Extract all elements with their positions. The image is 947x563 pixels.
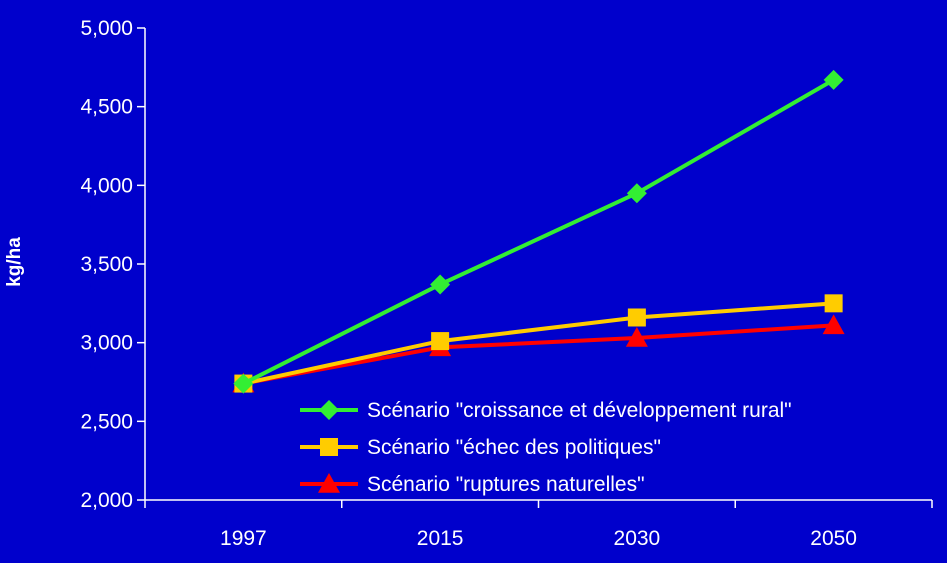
legend-item: Scénario "ruptures naturelles"	[300, 473, 645, 496]
legend-label: Scénario "ruptures naturelles"	[367, 473, 645, 496]
data-point	[431, 332, 450, 351]
data-point	[627, 308, 646, 327]
series-triangle	[232, 314, 845, 393]
legend-label: Scénario "échec des politiques"	[367, 436, 661, 459]
y-tick-label: 3,500	[80, 253, 133, 276]
data-point	[625, 326, 648, 347]
x-tick-label: 1997	[220, 527, 267, 550]
data-point	[822, 314, 845, 335]
x-ticks: 1997 2015 2030 2050	[144, 500, 933, 550]
legend-item: Scénario "croissance et développement ru…	[300, 399, 792, 422]
series-line	[242, 301, 834, 386]
y-tick-label: 3,000	[80, 332, 133, 355]
series-diamond	[233, 69, 844, 394]
legend-marker	[318, 473, 340, 493]
data-point	[626, 183, 647, 204]
data-point	[430, 274, 451, 295]
y-tick-label: 2,000	[80, 489, 133, 512]
legend-label: Scénario "croissance et développement ru…	[367, 399, 792, 422]
legend: Scénario "croissance et développement ru…	[300, 399, 792, 496]
legend-marker	[319, 400, 339, 420]
series-line	[242, 78, 835, 386]
y-ticks: 2,000 2,500 3,000 3,500 4,000 4,500 5,000	[80, 17, 145, 512]
chart-axes	[144, 28, 932, 501]
y-tick-label: 5,000	[80, 17, 133, 40]
series-group	[232, 69, 845, 394]
y-tick-label: 2,500	[80, 410, 133, 433]
series-line	[243, 323, 834, 386]
legend-item: Scénario "échec des politiques"	[300, 436, 661, 459]
data-point	[233, 373, 254, 394]
y-axis-label: kg/ha	[4, 237, 25, 287]
data-point	[823, 69, 844, 90]
data-point	[824, 294, 843, 313]
x-tick-label: 2030	[614, 527, 661, 550]
x-tick-label: 2050	[810, 527, 857, 550]
y-tick-label: 4,000	[80, 174, 133, 197]
legend-marker	[320, 438, 338, 456]
x-tick-label: 2015	[417, 527, 464, 550]
y-tick-label: 4,500	[80, 96, 133, 119]
